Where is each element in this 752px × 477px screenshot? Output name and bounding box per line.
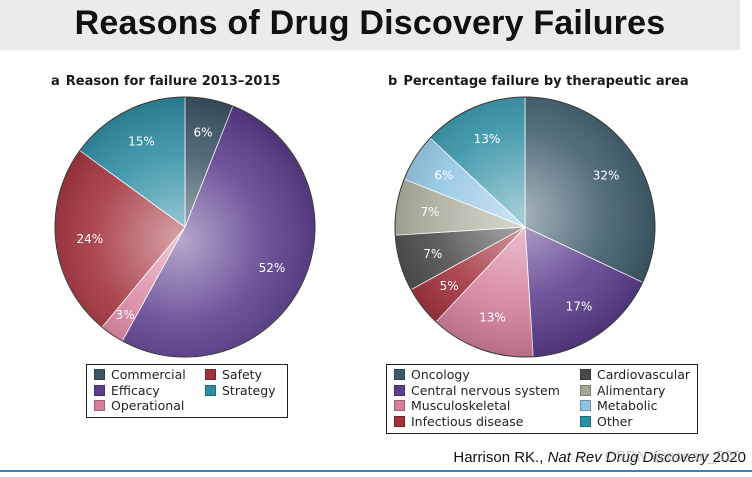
pie-a-shading (55, 97, 315, 357)
legend-a-item-safety: Safety (205, 367, 262, 382)
pie-a-outline (54, 96, 316, 358)
legend-a-swatch-commercial (94, 369, 105, 380)
legend-a-label-commercial: Commercial (111, 367, 186, 382)
legend-b-swatch-oncology (394, 369, 405, 380)
panel-a-letter: a (51, 74, 60, 89)
panel-b-heading: b Percentage failure by therapeutic area (388, 74, 689, 89)
pie-b-outline (394, 96, 656, 358)
pie-a: 6% 52% 3% 24% 15% (54, 96, 316, 358)
legend-a-swatch-strategy (205, 384, 216, 396)
legend-b-label-other: Other (597, 413, 633, 429)
legend-b-swatch-cardiovascular (580, 369, 591, 380)
slide-title: Reasons of Drug Discovery Failures (74, 4, 666, 42)
legend-b-label-musculoskeletal: Musculoskeletal (411, 398, 511, 413)
bottom-rule (0, 470, 752, 472)
legend-a-label-operational: Operational (111, 398, 185, 413)
title-bar: Reasons of Drug Discovery Failures (0, 0, 740, 50)
citation-year: 2020 (712, 449, 746, 466)
panel-b-title: Percentage failure by therapeutic area (403, 74, 689, 89)
legend-b: Oncology Central nervous system Musculoske… (386, 364, 698, 434)
legend-a-swatch-safety (205, 369, 216, 380)
pie-b-label-infectious-disease: 5% (440, 279, 459, 293)
legend-a-item-operational: Operational (94, 398, 184, 413)
panel-a-heading: a Reason for failure 2013–2015 (51, 74, 281, 89)
pie-a-label-commercial: 6% (193, 126, 212, 140)
legend-a-item-efficacy: Efficacy (94, 383, 160, 398)
legend-b-label-infectious-disease: Infectious disease (411, 413, 524, 429)
legend-a-swatch-operational (94, 400, 105, 411)
legend-a: Commercial Efficacy Operational Safety Strat… (86, 364, 288, 418)
legend-b-label-metabolic: Metabolic (597, 398, 658, 413)
legend-b-item-infectious-disease: Infectious disease (394, 414, 523, 429)
legend-a-label-efficacy: Efficacy (111, 382, 160, 398)
legend-b-item-central-nervous-system: Central nervous system (394, 383, 560, 398)
legend-b-swatch-metabolic (580, 400, 591, 411)
legend-b-swatch-infectious-disease (394, 415, 405, 427)
pie-a-label-operational: 3% (116, 308, 135, 322)
panel-b-letter: b (388, 74, 398, 89)
pie-a-label-efficacy: 52% (259, 261, 286, 275)
legend-b-label-central-nervous-system: Central nervous system (411, 382, 560, 398)
pie-b-label-central-nervous-system: 17% (566, 299, 593, 313)
legend-a-swatch-efficacy (94, 384, 105, 396)
legend-b-item-metabolic: Metabolic (580, 398, 657, 413)
citation-journal: Nat Rev Drug Discovery (547, 449, 709, 466)
pie-b-label-alimentary: 7% (421, 205, 440, 219)
legend-b-swatch-central-nervous-system (394, 384, 405, 396)
pie-b-label-oncology: 32% (593, 169, 620, 183)
legend-b-item-cardiovascular: Cardiovascular (580, 367, 690, 382)
pie-b-shading (395, 97, 655, 357)
legend-a-item-commercial: Commercial (94, 367, 186, 382)
legend-a-label-safety: Safety (222, 367, 262, 382)
citation-author: Harrison RK., (453, 449, 544, 466)
citation: Harrison RK., Nat Rev Drug Discovery 202… (453, 449, 746, 466)
legend-b-label-cardiovascular: Cardiovascular (597, 367, 690, 382)
pie-b-label-other: 13% (474, 132, 501, 146)
legend-b-label-alimentary: Alimentary (597, 382, 666, 398)
legend-b-swatch-other (580, 415, 591, 427)
legend-b-item-other: Other (580, 414, 633, 429)
pie-b-label-metabolic: 6% (434, 169, 453, 183)
legend-b-item-oncology: Oncology (394, 367, 470, 382)
panel-a-title: Reason for failure 2013–2015 (65, 74, 281, 89)
legend-a-item-strategy: Strategy (205, 383, 276, 398)
pie-b: 32% 17% 13% 5% 7% 7% 6% 13% (394, 96, 656, 358)
pie-a-label-safety: 24% (76, 232, 103, 246)
pie-b-label-musculoskeletal: 13% (479, 310, 506, 324)
pie-a-label-strategy: 15% (128, 135, 155, 149)
legend-b-label-oncology: Oncology (411, 367, 470, 382)
legend-b-swatch-alimentary (580, 384, 591, 396)
legend-b-item-alimentary: Alimentary (580, 383, 665, 398)
pie-b-label-cardiovascular: 7% (423, 247, 442, 261)
legend-a-label-strategy: Strategy (222, 382, 276, 398)
legend-b-item-musculoskeletal: Musculoskeletal (394, 398, 510, 413)
watermark: CSDN @ocean_520 (605, 448, 742, 465)
legend-b-swatch-musculoskeletal (394, 400, 405, 411)
